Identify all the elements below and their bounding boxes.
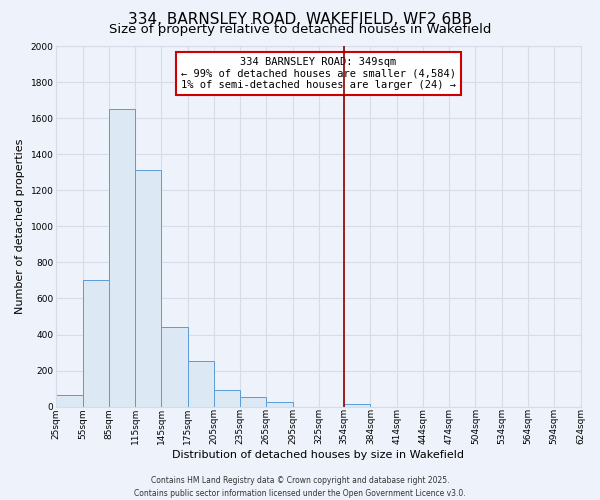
Bar xyxy=(240,397,266,406)
Text: Size of property relative to detached houses in Wakefield: Size of property relative to detached ho… xyxy=(109,22,491,36)
Bar xyxy=(161,328,188,406)
Text: Contains HM Land Registry data © Crown copyright and database right 2025.
Contai: Contains HM Land Registry data © Crown c… xyxy=(134,476,466,498)
Bar xyxy=(344,404,370,406)
X-axis label: Distribution of detached houses by size in Wakefield: Distribution of detached houses by size … xyxy=(172,450,464,460)
Bar xyxy=(214,390,240,406)
Bar xyxy=(109,109,135,406)
Bar xyxy=(135,170,161,406)
Bar xyxy=(266,402,293,406)
Text: 334 BARNSLEY ROAD: 349sqm
← 99% of detached houses are smaller (4,584)
1% of sem: 334 BARNSLEY ROAD: 349sqm ← 99% of detac… xyxy=(181,57,456,90)
Bar xyxy=(56,395,83,406)
Bar xyxy=(83,280,109,406)
Text: 334, BARNSLEY ROAD, WAKEFIELD, WF2 6BB: 334, BARNSLEY ROAD, WAKEFIELD, WF2 6BB xyxy=(128,12,472,28)
Y-axis label: Number of detached properties: Number of detached properties xyxy=(15,138,25,314)
Bar xyxy=(188,360,214,406)
